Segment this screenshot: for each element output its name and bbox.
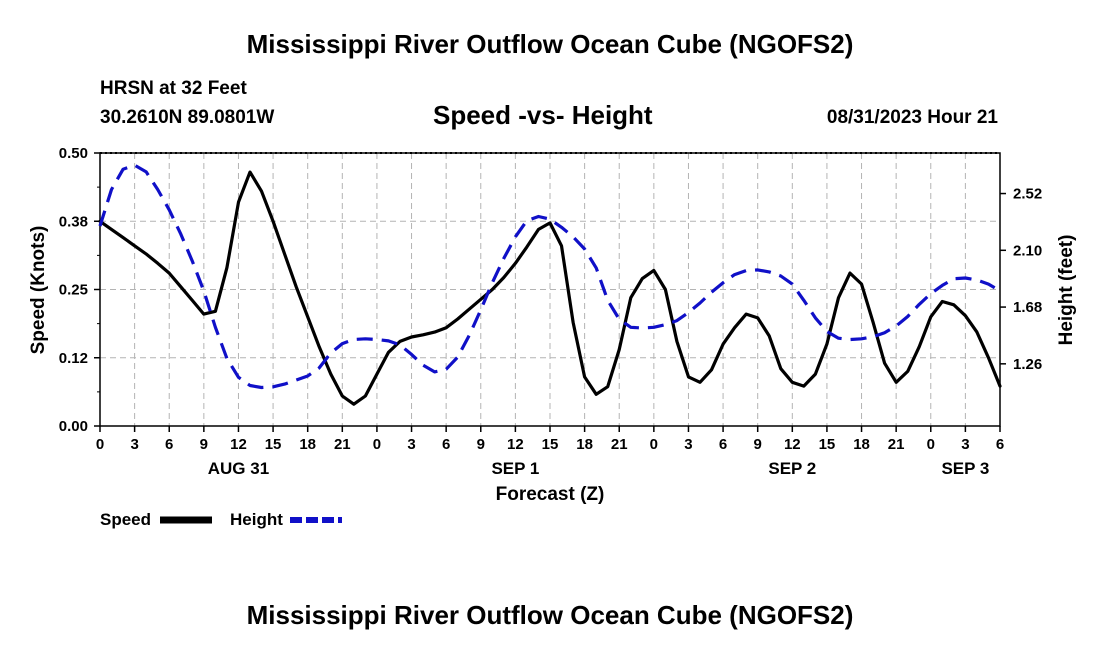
x-tick-label: 18 — [299, 436, 316, 453]
legend-speed-label: Speed — [100, 510, 151, 529]
y-right-tick-label: 1.68 — [1013, 299, 1042, 316]
x-tick-label: 12 — [230, 436, 247, 453]
x-tick-label: 12 — [507, 436, 524, 453]
x-tick-label: 9 — [477, 436, 485, 453]
x-tick-label: 9 — [200, 436, 208, 453]
x-axis-label: Forecast (Z) — [496, 484, 605, 505]
x-tick-label: 21 — [888, 436, 905, 453]
x-tick-label: 3 — [961, 436, 969, 453]
station-coordinates: 30.2610N 89.0801W — [100, 107, 275, 128]
y-right-tick-label: 2.10 — [1013, 242, 1042, 259]
x-tick-label: 12 — [784, 436, 801, 453]
forecast-datetime: 08/31/2023 Hour 21 — [826, 107, 998, 128]
y-tick-label: 0.25 — [59, 282, 88, 299]
y-tick-label: 0.00 — [59, 418, 88, 435]
x-tick-label: 0 — [927, 436, 935, 453]
x-tick-label: 15 — [819, 436, 836, 453]
y-tick-label: 0.12 — [59, 350, 88, 367]
x-tick-label: 6 — [442, 436, 450, 453]
y-right-tick-label: 2.52 — [1013, 186, 1042, 203]
series-layer — [98, 163, 1002, 406]
page-title: Mississippi River Outflow Ocean Cube (NG… — [246, 29, 854, 59]
y-tick-label: 0.50 — [59, 145, 88, 162]
x-tick-label: 9 — [754, 436, 762, 453]
x-day-label: SEP 1 — [491, 459, 539, 478]
legend-height-label: Height — [230, 510, 283, 529]
x-tick-label: 3 — [130, 436, 138, 453]
x-tick-label: 18 — [853, 436, 870, 453]
legend: Speed Height — [100, 510, 342, 529]
x-tick-label: 0 — [96, 436, 104, 453]
grid-layer — [100, 153, 1000, 426]
x-tick-label: 21 — [611, 436, 628, 453]
y-tick-label: 0.38 — [59, 213, 88, 230]
y-axis-label-right: Height (feet) — [1056, 235, 1077, 346]
x-tick-label: 6 — [165, 436, 173, 453]
x-tick-label: 3 — [407, 436, 415, 453]
x-tick-label: 6 — [996, 436, 1004, 453]
x-tick-label: 3 — [684, 436, 692, 453]
page-title-bottom: Mississippi River Outflow Ocean Cube (NG… — [246, 600, 854, 630]
x-tick-label: 21 — [334, 436, 351, 453]
x-tick-label: 0 — [650, 436, 658, 453]
y-axis-label: Speed (Knots) — [28, 226, 49, 355]
x-tick-label: 18 — [576, 436, 593, 453]
height-series-line — [98, 163, 1001, 390]
axis-layer: 0 3 6 9 12 15 18 21 0 3 6 9 12 15 18 21 0 3 6 9 12 15 18 21 0 3 6 A… — [59, 145, 1042, 478]
x-tick-label: 15 — [542, 436, 559, 453]
y-right-tick-label: 1.26 — [1013, 356, 1042, 373]
x-day-label: SEP 2 — [768, 459, 816, 478]
chart-subtitle: Speed -vs- Height — [433, 100, 653, 130]
x-day-label: AUG 31 — [208, 459, 269, 478]
x-tick-label: 15 — [265, 436, 282, 453]
speed-series-line — [98, 170, 1002, 406]
x-tick-label: 6 — [719, 436, 727, 453]
x-tick-label: 0 — [373, 436, 381, 453]
x-day-label: SEP 3 — [941, 459, 989, 478]
station-label: HRSN at 32 Feet — [100, 78, 247, 99]
